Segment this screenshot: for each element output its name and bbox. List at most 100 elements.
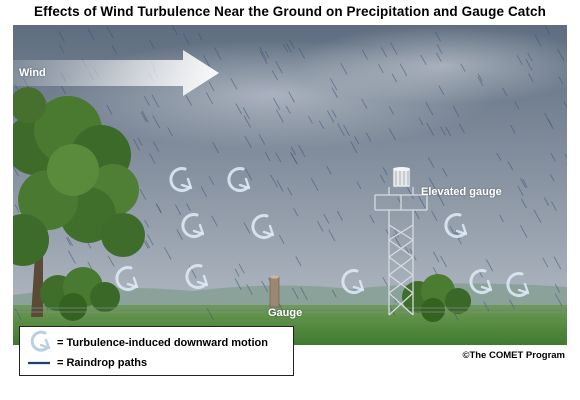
raindrop-streak [477,73,483,82]
raindrop-streak [331,87,339,99]
raindrop-streak [427,157,435,168]
raindrop-streak [550,152,556,162]
raindrop-streak [200,186,208,198]
raindrop-streak [144,219,150,229]
raindrop-streak [440,126,446,136]
raindrop-streak [485,259,494,272]
scene-illustration: Wind Elevated gauge Gauge [13,25,567,345]
raindrop-streak [66,237,72,246]
raindrop-streak [496,152,502,161]
raindrop-streak [382,276,388,286]
raindrop-streak [563,101,567,109]
curved-arrow-icon [185,264,209,290]
raindrop-streak [394,229,399,238]
raindrop-streak [246,284,253,295]
raindrop-streak [279,235,285,245]
raindrop-streak [287,187,293,196]
raindrop-streak [558,76,564,85]
raindrop-streak [551,201,557,211]
raindrop-streak [156,204,162,213]
raindrop-streak [317,220,324,232]
raindrop-streak [243,222,251,234]
raindrop-streak [542,257,549,268]
raindrop-streak [174,204,182,216]
raindrop-streak [437,193,445,206]
raindrop-streak [517,185,524,197]
curved-arrow-icon [115,266,139,292]
raindrop-streak [171,25,178,35]
raindrop-streak [544,112,552,126]
raindrop-streak [14,308,22,320]
raindrop-streak [426,122,435,136]
raindrop-streak [107,255,115,267]
raindrop-streak [185,95,192,106]
raindrop-streak [205,91,213,104]
raindrop-streak [519,225,528,238]
raindrop-streak [141,110,149,123]
raindrop-streak [391,73,397,83]
raindrop-streak [276,180,284,192]
curved-arrow-icon [469,269,493,295]
legend-item-raindrop: = Raindrop paths [20,353,293,375]
raindrop-streak [522,178,528,188]
raindrop-streak [516,55,523,66]
raindrop-streak [308,116,313,124]
raindrop-streak [300,287,308,301]
raindrop-streak [58,30,65,42]
raindrop-streak [234,268,240,277]
raindrop-streak [449,225,455,235]
raindrop-streak [337,123,345,137]
shrub [402,274,471,322]
elevated-gauge-tower [374,187,428,316]
raindrop-streak [318,120,325,129]
raindrop-streak [380,46,388,58]
raindrop-streak [272,97,281,110]
raindrop-streak [438,85,445,95]
raindrop-streak [507,161,514,171]
raindrop-streak [293,208,299,217]
raindrop-streak [275,152,282,163]
raindrop-streak [208,81,215,92]
raindrop-streak [14,204,20,213]
raindrop-streak [425,102,434,116]
raindrop-streak [206,308,215,321]
raindrop-streak [243,115,251,128]
curved-arrow-icon [30,330,51,352]
raindrop-streak [453,312,459,321]
raindrop-streak [149,39,155,50]
raindrop-streak [295,256,302,267]
raindrop-streak [137,137,143,146]
raindrop-streak [289,39,295,50]
curved-arrow-icon [181,213,205,239]
raindrop-streak [380,174,386,184]
raindrop-streak [153,141,160,152]
raindrop-streak [514,101,520,110]
raindrop-line-icon [28,361,50,365]
cloud [293,25,567,105]
curved-arrow-icon [444,213,468,239]
raindrop-streak [197,32,203,41]
raindrop-streak [235,103,243,115]
raindrop-streak [164,247,172,260]
fence [13,307,567,313]
raindrop-streak [350,141,358,154]
curved-arrow-icon [169,167,193,193]
raindrop-streak [133,138,140,151]
raindrop-streak [406,186,414,200]
raindrop-streak [145,240,151,249]
curved-arrow-icon [506,272,530,298]
raindrop-streak [378,64,384,74]
raindrop-streak [354,136,360,145]
legend-turbulence-label: = Turbulence-induced downward motion [57,337,268,349]
raindrop-streak [528,73,534,83]
raindrop-streak [106,25,114,39]
raindrop-streak [553,256,562,270]
raindrop-streak [208,175,214,185]
raindrop-streak [275,61,283,74]
raindrop-streak [291,287,299,300]
raindrop-streak [433,251,440,263]
raindrop-streak [203,55,210,67]
raindrop-streak [340,62,348,75]
raindrop-streak [242,107,250,120]
